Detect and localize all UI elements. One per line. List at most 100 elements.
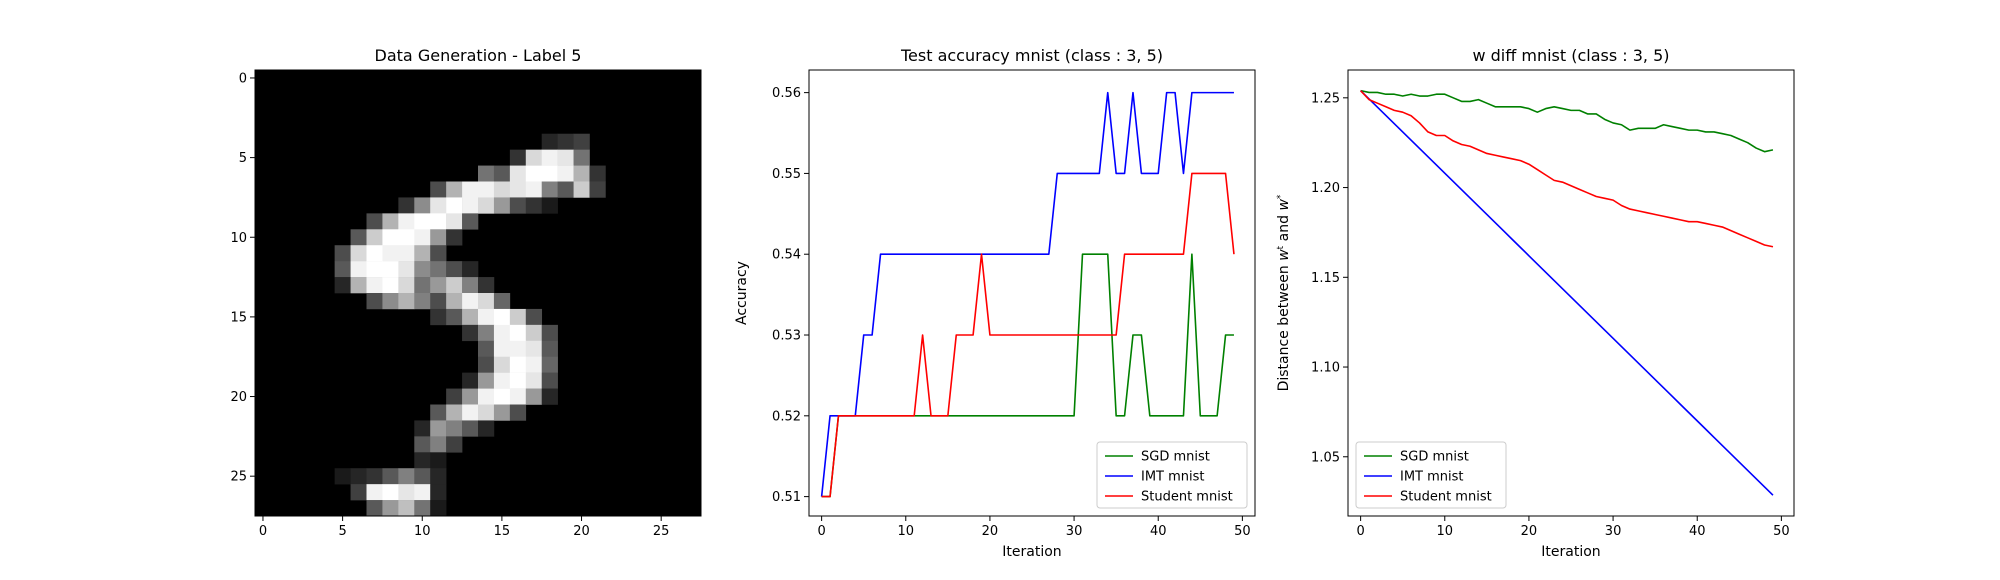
image-pixel (509, 165, 527, 182)
image-pixel (414, 245, 431, 262)
x-tick-label: 50 (1234, 524, 1251, 539)
image-y-tick-label: 20 (230, 390, 247, 405)
image-pixel (430, 500, 447, 517)
image-pixel (446, 436, 463, 453)
image-y-tick-label: 25 (230, 470, 247, 485)
y-tick-label: 0.55 (772, 167, 801, 182)
image-pixel (557, 181, 574, 198)
image-pixel (446, 293, 463, 310)
image-pixels (255, 70, 701, 517)
image-pixel (366, 261, 383, 278)
image-pixel (366, 229, 383, 246)
image-pixel (541, 165, 558, 182)
image-pixel (414, 452, 431, 469)
image-pixel (446, 388, 463, 405)
accuracy-x-axis-label: Iteration (1002, 544, 1061, 560)
image-pixel (493, 404, 511, 421)
image-pixel (493, 324, 511, 342)
image-pixel (541, 356, 558, 373)
image-pixel (478, 356, 495, 373)
image-x-tick-label: 5 (338, 524, 346, 539)
image-pixel (350, 245, 367, 262)
x-tick-label: 40 (1150, 524, 1167, 539)
image-pixel (462, 181, 479, 198)
image-pixel (398, 261, 415, 278)
legend-box (1096, 441, 1248, 509)
image-pixel (462, 324, 479, 342)
image-pixel (430, 436, 447, 453)
image-axes: 0 5 10 15 20 25 0 5 10 15 20 25 (230, 71, 669, 539)
x-tick-label: 20 (982, 524, 999, 539)
image-pixel (414, 229, 431, 246)
image-pixel (382, 229, 399, 246)
image-pixel (398, 500, 415, 517)
image-x-tick-label: 0 (259, 524, 267, 539)
legend-label: Student mnist (1141, 490, 1233, 505)
image-pixel (493, 197, 511, 214)
series-line-sgd-mnist (1360, 89, 1774, 153)
image-pixel (446, 261, 463, 278)
image-pixel (525, 388, 543, 405)
image-pixel (446, 181, 463, 198)
image-pixel (462, 277, 479, 294)
image-pixel (446, 197, 463, 214)
image-pixel (334, 468, 351, 485)
image-pixel (414, 500, 431, 517)
image-pixel (398, 245, 415, 262)
image-pixel (478, 404, 495, 421)
image-pixel (541, 372, 558, 389)
image-pixel (382, 500, 399, 517)
image-pixel (398, 468, 415, 485)
legend-box (1355, 441, 1507, 509)
image-pixel (525, 149, 543, 166)
image-pixel (493, 165, 511, 182)
image-pixel (462, 388, 479, 405)
image-pixel (430, 245, 447, 262)
image-pixel (541, 340, 558, 358)
image-pixel (430, 197, 447, 214)
x-tick-label: 30 (1066, 524, 1083, 539)
image-pixel (350, 484, 367, 501)
x-tick-label: 40 (1689, 524, 1706, 539)
image-pixel (525, 197, 543, 214)
image-pixel (478, 308, 495, 326)
image-x-tick-label: 15 (494, 524, 511, 539)
image-pixel (414, 197, 431, 214)
image-pixel (414, 213, 431, 230)
image-pixel (541, 181, 558, 198)
image-pixel (509, 340, 527, 358)
image-pixel (541, 149, 558, 166)
y-tick-label: 1.15 (1311, 271, 1340, 286)
image-pixel (382, 213, 399, 230)
image-pixel (350, 468, 367, 485)
image-pixel (493, 293, 511, 310)
y-tick-label: 1.20 (1311, 181, 1340, 196)
legend-label: IMT mnist (1400, 470, 1464, 485)
image-pixel (430, 308, 447, 326)
accuracy-chart-title: Test accuracy mnist (class : 3, 5) (900, 46, 1163, 65)
image-pixel (509, 308, 527, 326)
image-pixel (446, 229, 463, 246)
image-pixel (366, 500, 383, 517)
image-pixel (493, 356, 511, 373)
image-pixel (398, 277, 415, 294)
y-tick-label: 0.52 (772, 409, 801, 424)
series-line-student-mnist (1360, 90, 1774, 248)
image-pixel (366, 468, 383, 485)
image-pixel (350, 261, 367, 278)
legend-label: IMT mnist (1141, 470, 1205, 485)
image-x-tick-label: 10 (414, 524, 431, 539)
image-pixel (573, 133, 590, 150)
image-pixel (334, 261, 351, 278)
series-line-student-mnist (821, 172, 1235, 498)
image-pixel (493, 340, 511, 358)
image-pixel (573, 165, 590, 182)
y-tick-label: 1.05 (1311, 450, 1340, 465)
image-pixel (573, 181, 590, 198)
image-pixel (493, 372, 511, 389)
image-pixel (462, 213, 479, 230)
series-line-imt-mnist (820, 91, 1234, 497)
image-pixel (414, 436, 431, 453)
image-pixel (573, 149, 590, 166)
image-pixel (557, 133, 574, 150)
